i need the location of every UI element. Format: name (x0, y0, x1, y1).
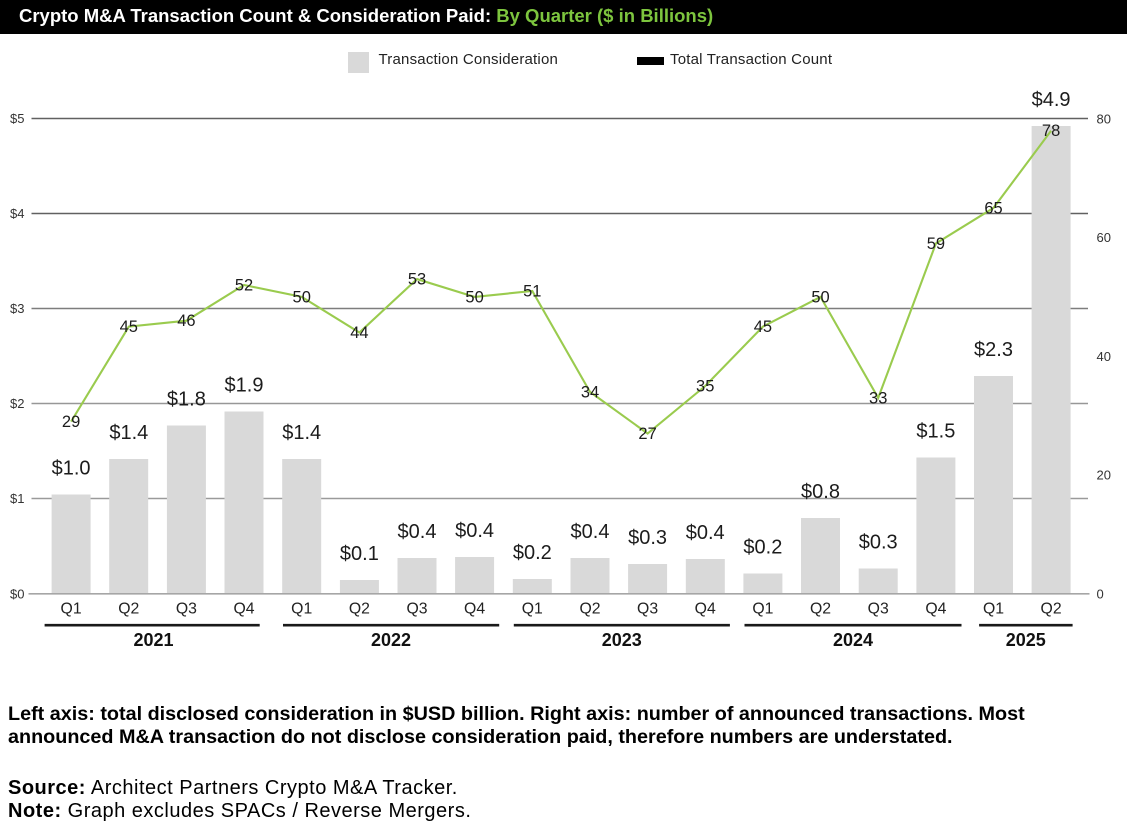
svg-text:$2: $2 (10, 396, 24, 411)
svg-text:Q3: Q3 (406, 601, 427, 618)
svg-text:$0.4: $0.4 (571, 521, 610, 543)
svg-text:34: 34 (581, 383, 599, 401)
svg-text:45: 45 (120, 318, 138, 336)
svg-text:2025: 2025 (1006, 630, 1046, 650)
svg-text:60: 60 (1097, 230, 1111, 245)
svg-text:$0.4: $0.4 (398, 521, 437, 543)
svg-text:65: 65 (984, 199, 1002, 217)
svg-text:Q4: Q4 (233, 601, 254, 618)
svg-text:52: 52 (235, 277, 253, 295)
svg-text:0: 0 (1097, 586, 1104, 601)
svg-text:51: 51 (523, 283, 541, 301)
svg-text:$0: $0 (10, 586, 24, 601)
svg-text:78: 78 (1042, 122, 1060, 140)
svg-text:$0.3: $0.3 (628, 527, 667, 549)
svg-text:2024: 2024 (833, 630, 873, 650)
svg-text:53: 53 (408, 271, 426, 289)
svg-text:Q1: Q1 (61, 601, 82, 618)
svg-text:Q1: Q1 (291, 601, 312, 618)
svg-text:$5: $5 (10, 111, 24, 126)
svg-text:$0.4: $0.4 (686, 522, 725, 544)
svg-text:$3: $3 (10, 301, 24, 316)
svg-text:$4: $4 (10, 206, 24, 221)
svg-text:29: 29 (62, 413, 80, 431)
svg-text:2022: 2022 (371, 630, 411, 650)
svg-text:46: 46 (177, 312, 195, 330)
svg-text:Q1: Q1 (522, 601, 543, 618)
svg-text:$0.4: $0.4 (455, 520, 494, 542)
svg-text:$0.3: $0.3 (859, 532, 898, 554)
svg-text:$1.4: $1.4 (109, 422, 148, 444)
svg-text:$0.2: $0.2 (743, 537, 782, 559)
svg-text:50: 50 (465, 288, 483, 306)
svg-text:$1.9: $1.9 (225, 375, 264, 397)
svg-text:Q4: Q4 (925, 601, 946, 618)
svg-text:2023: 2023 (602, 630, 642, 650)
svg-text:Q3: Q3 (176, 601, 197, 618)
svg-text:Q2: Q2 (579, 601, 600, 618)
svg-text:Q1: Q1 (752, 601, 773, 618)
svg-text:80: 80 (1097, 111, 1111, 126)
svg-text:$1.4: $1.4 (282, 422, 321, 444)
svg-text:Q3: Q3 (637, 601, 658, 618)
svg-text:$2.3: $2.3 (974, 339, 1013, 361)
svg-text:45: 45 (754, 318, 772, 336)
svg-text:59: 59 (927, 235, 945, 253)
svg-text:$1.0: $1.0 (52, 458, 91, 480)
svg-text:27: 27 (638, 425, 656, 443)
svg-text:$0.8: $0.8 (801, 481, 840, 503)
svg-text:$4.9: $4.9 (1032, 89, 1071, 111)
svg-text:40: 40 (1097, 349, 1111, 364)
svg-text:44: 44 (350, 324, 368, 342)
svg-text:Q4: Q4 (695, 601, 716, 618)
svg-text:Q3: Q3 (868, 601, 889, 618)
svg-text:Q2: Q2 (810, 601, 831, 618)
svg-text:2021: 2021 (133, 630, 173, 650)
svg-text:Q4: Q4 (464, 601, 485, 618)
svg-text:33: 33 (869, 389, 887, 407)
svg-text:Q2: Q2 (349, 601, 370, 618)
svg-text:$0.1: $0.1 (340, 543, 379, 565)
svg-text:20: 20 (1097, 468, 1111, 483)
svg-text:35: 35 (696, 378, 714, 396)
svg-text:Q1: Q1 (983, 601, 1004, 618)
svg-text:Q2: Q2 (118, 601, 139, 618)
svg-text:50: 50 (293, 288, 311, 306)
svg-text:Q2: Q2 (1041, 601, 1062, 618)
svg-text:50: 50 (811, 288, 829, 306)
svg-text:$1: $1 (10, 491, 24, 506)
svg-text:$1.8: $1.8 (167, 389, 206, 411)
svg-text:$1.5: $1.5 (916, 421, 955, 443)
svg-text:$0.2: $0.2 (513, 542, 552, 564)
